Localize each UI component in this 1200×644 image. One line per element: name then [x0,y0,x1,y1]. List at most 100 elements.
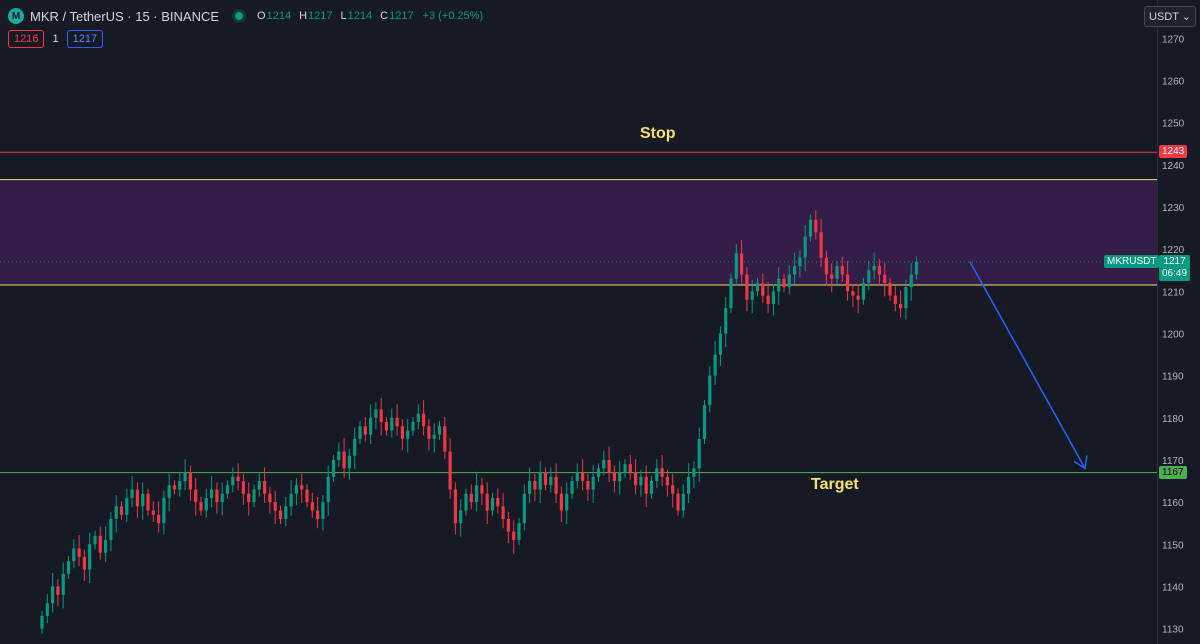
price-tick-label: 1270 [1162,34,1185,45]
candle-down [363,426,367,435]
price-tick-label: 1250 [1162,119,1185,130]
candle-up [734,253,738,279]
candle-up [729,278,733,309]
candle-up [406,430,410,439]
maker-logo-icon: M [8,8,24,24]
price-tick-label: 1210 [1162,287,1185,298]
last-price-value: 1217 [1163,255,1186,267]
symbol-price-tag: MKRUSDT [1104,254,1160,268]
target-label: Target [811,475,859,493]
ohlc-high: H1217 [299,10,333,22]
candle-down [316,510,320,519]
candle-down [665,476,669,486]
candle-up [872,266,876,271]
candle-up [755,282,760,292]
candle-up [475,485,479,503]
trade-buttons: 1216 1 1217 [8,30,104,48]
candle-up [257,481,261,490]
candle-up [718,333,722,355]
candle-up [464,493,468,511]
candle-down [501,506,505,519]
candle-down [146,493,150,511]
candle-up [835,266,839,279]
candle-down [342,451,346,469]
price-tick-label: 1240 [1162,161,1185,172]
candle-up [326,476,330,503]
candle-down [824,257,828,275]
candle-down [745,274,749,300]
candle-down [883,274,887,283]
candle-down [56,586,60,595]
candle-down [157,514,161,524]
price-axis[interactable]: 1270 1260 1250 1240 1230 1220 1210 1200 1190 1180… [1162,34,1185,635]
price-tick-label: 1180 [1162,414,1184,425]
ohlc-change: +3 (+0.25%) [422,10,484,22]
ohlc-open: O1214 [257,10,292,22]
candle-up [623,464,627,473]
market-status-icon [235,12,244,20]
candle-down [899,303,903,309]
candle-up [252,489,256,503]
candle-down [422,413,426,427]
candle-up [777,278,781,292]
candle-down [586,481,590,490]
candle-down [543,472,548,486]
countdown-timer: 06:49 [1162,267,1188,279]
candle-up [803,236,807,258]
price-tick-label: 1260 [1162,77,1185,88]
candle-up [528,481,532,494]
candle-up [88,544,92,570]
candle-down [533,481,537,490]
candle-down [581,472,585,482]
candle-down [607,459,611,473]
candle-up [867,270,871,283]
target-price-tag: 1167 [1159,465,1187,479]
candle-down [512,531,516,541]
ohlc-low: L1214 [340,10,373,22]
candle-down [846,274,850,292]
candles-group [40,210,919,634]
price-tick-label: 1200 [1162,330,1185,341]
candle-up [565,493,569,511]
candle-up [72,548,76,562]
candle-down [98,535,102,553]
projection-arrow[interactable] [969,261,1088,470]
candle-down [188,472,192,490]
candle-up [570,481,574,494]
candle-up [114,506,118,519]
candle-down [194,489,198,503]
candle-down [384,422,389,431]
candle-up [225,485,230,494]
candle-down [172,485,177,490]
candle-up [649,481,654,494]
candle-down [453,489,457,524]
candle-up [591,476,595,490]
price-tick-label: 1130 [1162,625,1184,636]
candle-up [724,308,728,334]
candle-down [888,282,892,296]
candle-up [639,476,643,486]
candle-down [559,493,563,511]
candle-up [167,485,171,498]
candle-down [480,485,484,494]
candle-down [305,489,309,503]
candle-up [602,459,606,469]
candle-down [427,426,431,439]
candle-down [676,493,680,511]
candle-down [819,232,823,258]
sell-button[interactable]: 1216 [8,30,45,48]
candle-down [300,485,304,490]
currency-dropdown[interactable]: USDT ⌄ [1143,6,1196,27]
candle-up [692,468,696,477]
candle-up [66,561,71,574]
symbol-title[interactable]: MKR / TetherUS · 15 · BINANCE [30,8,220,24]
candle-up [374,409,378,418]
candle-down [448,451,452,490]
candle-up [416,413,420,423]
buy-button[interactable]: 1217 [66,30,104,48]
candle-down [628,464,632,473]
candle-up [321,502,325,519]
candle-up [490,497,495,511]
candle-down [644,476,648,494]
